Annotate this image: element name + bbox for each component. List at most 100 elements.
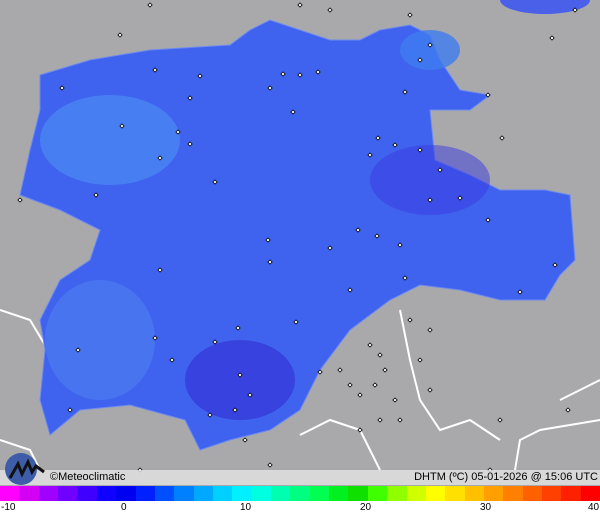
station-marker bbox=[152, 67, 158, 73]
station-marker bbox=[374, 233, 380, 239]
station-marker bbox=[485, 217, 491, 223]
station-marker bbox=[497, 417, 503, 423]
color-scale-step bbox=[503, 486, 523, 501]
station-marker bbox=[427, 42, 433, 48]
color-scale-step bbox=[212, 486, 233, 501]
station-marker bbox=[297, 72, 303, 78]
station-marker bbox=[152, 335, 158, 341]
station-marker bbox=[355, 227, 361, 233]
station-markers bbox=[17, 2, 578, 473]
station-marker bbox=[402, 89, 408, 95]
station-marker bbox=[290, 109, 296, 115]
color-scale-step bbox=[116, 486, 136, 501]
station-marker bbox=[397, 242, 403, 248]
station-marker bbox=[457, 195, 463, 201]
color-scale-step bbox=[0, 486, 20, 501]
station-marker bbox=[377, 417, 383, 423]
station-marker bbox=[207, 412, 213, 418]
station-marker bbox=[417, 57, 423, 63]
station-marker bbox=[485, 92, 491, 98]
station-marker bbox=[549, 35, 555, 41]
legend-tick: 0 bbox=[121, 502, 127, 513]
station-marker bbox=[417, 147, 423, 153]
color-scale-step bbox=[96, 486, 117, 501]
station-marker bbox=[499, 135, 505, 141]
color-scale-step bbox=[445, 486, 465, 501]
color-scale-step bbox=[367, 486, 388, 501]
color-scale-step bbox=[19, 486, 39, 501]
station-marker bbox=[357, 392, 363, 398]
station-marker bbox=[327, 245, 333, 251]
station-marker bbox=[75, 347, 81, 353]
temperature-patches bbox=[40, 30, 490, 420]
station-marker bbox=[242, 437, 248, 443]
station-marker bbox=[157, 267, 163, 273]
station-marker bbox=[517, 289, 523, 295]
color-scale-step bbox=[232, 486, 252, 501]
station-marker bbox=[337, 367, 343, 373]
station-marker bbox=[232, 407, 238, 413]
station-marker bbox=[267, 259, 273, 265]
station-marker bbox=[293, 319, 299, 325]
station-marker bbox=[119, 123, 125, 129]
caption-strip bbox=[0, 470, 600, 485]
legend-tick: -10 bbox=[1, 502, 16, 513]
station-marker bbox=[357, 427, 363, 433]
color-scale-step bbox=[406, 486, 426, 501]
station-marker bbox=[247, 392, 253, 398]
station-marker bbox=[17, 197, 23, 203]
color-scale-step bbox=[154, 486, 175, 501]
station-marker bbox=[280, 71, 286, 77]
station-marker bbox=[565, 407, 571, 413]
station-marker bbox=[427, 387, 433, 393]
legend-tick: 20 bbox=[360, 502, 372, 513]
station-marker bbox=[267, 85, 273, 91]
station-marker bbox=[377, 352, 383, 358]
country-borders bbox=[0, 309, 600, 471]
color-scale-step bbox=[387, 486, 407, 501]
color-scale-step bbox=[464, 486, 484, 501]
meteoclimatic-logo-icon bbox=[5, 453, 45, 485]
station-marker bbox=[417, 357, 423, 363]
station-marker bbox=[197, 73, 203, 79]
color-scale-step bbox=[542, 486, 562, 501]
color-scale-bar bbox=[0, 486, 600, 501]
station-marker bbox=[392, 142, 398, 148]
station-marker bbox=[169, 357, 175, 363]
station-marker bbox=[552, 262, 558, 268]
station-marker bbox=[237, 372, 243, 378]
color-scale-step bbox=[580, 486, 600, 501]
map-canvas bbox=[0, 0, 600, 486]
station-marker bbox=[212, 179, 218, 185]
map-title: DHTM (ºC) 05-01-2026 @ 15:06 UTC bbox=[414, 471, 598, 483]
station-marker bbox=[117, 32, 123, 38]
station-marker bbox=[407, 317, 413, 323]
station-marker bbox=[265, 237, 271, 243]
color-scale-step bbox=[483, 486, 504, 501]
color-scale-step bbox=[425, 486, 446, 501]
color-scale-step bbox=[271, 486, 291, 501]
color-scale-step bbox=[561, 486, 581, 501]
color-scale-step bbox=[135, 486, 155, 501]
station-marker bbox=[59, 85, 65, 91]
station-marker bbox=[212, 339, 218, 345]
sea-area bbox=[500, 0, 590, 14]
color-scale-step bbox=[522, 486, 543, 501]
legend-tick: 10 bbox=[240, 502, 252, 513]
station-marker bbox=[347, 382, 353, 388]
station-marker bbox=[93, 192, 99, 198]
station-marker bbox=[375, 135, 381, 141]
station-marker bbox=[315, 69, 321, 75]
station-marker bbox=[147, 2, 153, 8]
color-scale-step bbox=[290, 486, 310, 501]
station-marker bbox=[187, 141, 193, 147]
color-scale-step bbox=[251, 486, 272, 501]
station-marker bbox=[67, 407, 73, 413]
station-marker bbox=[397, 417, 403, 423]
station-marker bbox=[367, 152, 373, 158]
station-marker bbox=[392, 397, 398, 403]
color-scale-step bbox=[348, 486, 368, 501]
color-scale-step bbox=[329, 486, 349, 501]
color-scale-step bbox=[38, 486, 59, 501]
